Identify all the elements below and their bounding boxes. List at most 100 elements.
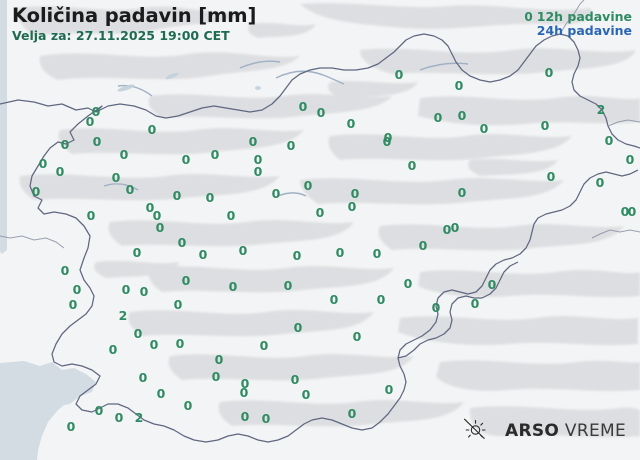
station-value: 0 xyxy=(540,117,550,133)
station-value: 0 xyxy=(147,121,157,137)
legend-label-24h: 24h padavine xyxy=(536,23,632,39)
station-value: 0 xyxy=(292,247,302,263)
station-value: 0 xyxy=(173,296,183,312)
station-value: 0 xyxy=(303,177,313,193)
station-value: 0 xyxy=(92,133,102,149)
station-value: 0 xyxy=(132,244,142,260)
station-value: 0 xyxy=(139,283,149,299)
station-value: 0 xyxy=(347,405,357,421)
station-value: 0 xyxy=(68,296,78,312)
station-value: 0 xyxy=(211,368,221,384)
legend-item-24h: 24h padavine xyxy=(524,24,632,38)
station-value: 0 xyxy=(72,281,82,297)
station-value: 0 xyxy=(228,278,238,294)
station-value: 0 xyxy=(286,137,296,153)
station-value: 0 xyxy=(627,203,637,219)
station-value: 0 xyxy=(383,129,393,145)
station-value: 0 xyxy=(382,133,392,149)
rivers xyxy=(103,60,469,197)
page-title: Količina padavin [mm] xyxy=(12,4,257,27)
station-value: 0 xyxy=(156,385,166,401)
station-value: 0 xyxy=(620,203,630,219)
station-value: 0 xyxy=(181,151,191,167)
station-value: 0 xyxy=(240,375,250,391)
station-value: 0 xyxy=(38,155,48,171)
terrain-relief xyxy=(17,3,640,438)
station-value: 0 xyxy=(175,335,185,351)
station-value: 0 xyxy=(240,408,250,424)
station-value: 0 xyxy=(544,64,554,80)
station-value: 0 xyxy=(403,275,413,291)
station-value: 0 xyxy=(198,246,208,262)
station-value: 0 xyxy=(546,168,556,184)
slovenia-border-southeast xyxy=(397,261,519,359)
station-value: 0 xyxy=(85,113,95,129)
station-value: 0 xyxy=(487,276,497,292)
station-value: 0 xyxy=(55,163,65,179)
station-value: 0 xyxy=(119,146,129,162)
station-value: 0 xyxy=(384,381,394,397)
slovenia-border-north xyxy=(95,33,640,149)
station-value: 0 xyxy=(133,325,143,341)
station-value: 0 xyxy=(183,397,193,413)
station-value: 0 xyxy=(259,337,269,353)
station-value: 0 xyxy=(350,185,360,201)
station-value: 0 xyxy=(352,328,362,344)
station-value: 0 xyxy=(407,157,417,173)
station-value: 0 xyxy=(108,341,118,357)
station-value: 0 xyxy=(253,151,263,167)
station-value: 0 xyxy=(298,98,308,114)
brand-name-vreme: VREME xyxy=(564,421,626,441)
station-value: 0 xyxy=(315,204,325,220)
station-value: 0 xyxy=(290,371,300,387)
station-value: 0 xyxy=(253,163,263,179)
station-value: 0 xyxy=(454,77,464,93)
station-value: 0 xyxy=(283,277,293,293)
station-value: 0 xyxy=(347,198,357,214)
station-value: 0 xyxy=(238,242,248,258)
station-value: 0 xyxy=(301,386,311,402)
slovenia-border xyxy=(0,99,639,443)
station-value: 0 xyxy=(335,244,345,260)
station-value: 0 xyxy=(418,237,428,253)
station-value: 0 xyxy=(60,262,70,278)
station-value: 0 xyxy=(595,174,605,190)
lakes xyxy=(117,72,261,92)
station-value: 0 xyxy=(293,319,303,335)
sun-slash-icon xyxy=(461,416,487,446)
station-value: 2 xyxy=(134,409,144,425)
station-value: 0 xyxy=(66,418,76,434)
sea-areas xyxy=(0,0,96,460)
station-value: 0 xyxy=(121,281,131,297)
station-value: 0 xyxy=(239,384,249,400)
station-value: 0 xyxy=(457,107,467,123)
station-value: 2 xyxy=(596,101,606,117)
station-value: 0 xyxy=(479,120,489,136)
station-value: 0 xyxy=(138,369,148,385)
brand-name-arso: ARSO xyxy=(505,421,560,441)
station-value: 0 xyxy=(625,151,635,167)
station-value: 0 xyxy=(152,207,162,223)
brand-text: ARSO VREME xyxy=(505,421,626,441)
station-value: 2 xyxy=(118,307,128,323)
station-value: 0 xyxy=(125,181,135,197)
station-value: 0 xyxy=(94,402,104,418)
station-value: 0 xyxy=(214,351,224,367)
station-value: 0 xyxy=(31,183,41,199)
station-value: 0 xyxy=(111,169,121,185)
station-value: 0 xyxy=(172,187,182,203)
station-value: 0 xyxy=(86,207,96,223)
neighbour-borders xyxy=(0,0,640,249)
station-value: 0 xyxy=(271,185,281,201)
valid-time-subtitle: Velja za: 27.11.2025 19:00 CET xyxy=(12,28,230,44)
station-value: 0 xyxy=(60,136,70,152)
station-value: 0 xyxy=(346,115,356,131)
station-value: 0 xyxy=(394,66,404,82)
station-value: 0 xyxy=(376,291,386,307)
station-value: 0 xyxy=(177,234,187,250)
station-value: 0 xyxy=(226,207,236,223)
title-block: Količina padavin [mm] Velja za: 27.11.20… xyxy=(12,4,257,44)
station-value: 0 xyxy=(329,291,339,307)
